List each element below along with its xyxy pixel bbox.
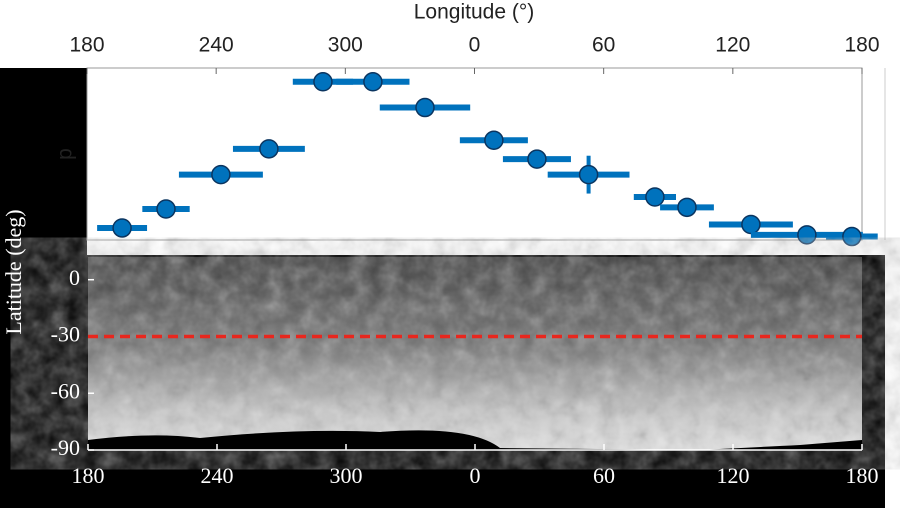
marker [677,197,697,218]
y-tick-label: -90 [51,435,80,460]
x-tick-label: 180 [846,463,879,488]
marker [645,187,665,207]
marker [797,225,817,245]
y-tick-label: 0 [69,265,80,290]
y-axis-label: p [54,148,77,160]
marker [211,164,231,185]
x-tick-label: 300 [328,34,363,57]
y-axis-label: Latitude (deg) [1,209,26,334]
x-tick-label: 0 [470,463,481,488]
y-tick-label: -30 [51,322,80,347]
x-axis-label: Longitude (°) [414,1,534,24]
x-tick-label: 120 [715,34,750,57]
map-shadow [88,430,862,450]
marker [415,97,435,118]
marker [259,139,279,159]
x-tick-label: 120 [717,463,750,488]
map-chart: Latitude (deg) 180 240 300 0 60 120 180 0 -30 -60… [1,209,878,488]
marker [527,149,547,169]
marker [741,214,761,235]
plot-box [86,67,863,241]
marker [578,164,599,185]
marker [112,218,132,238]
y-tick-label: -60 [51,378,80,403]
x-tick-label: 180 [844,34,879,57]
x-tick-label: 240 [199,34,234,57]
marker [484,130,504,150]
profile-chart: Longitude (°) p 180 240 300 0 60 120 180 [54,1,886,247]
marker [313,72,333,92]
x-tick-label: 60 [593,463,615,488]
marker [156,199,176,219]
x-tick-label: 0 [469,34,481,57]
map-texture [88,257,862,450]
x-tick-label: 300 [330,463,363,488]
x-tick-label: 60 [592,34,615,57]
marker [842,226,862,247]
x-tick-label: 180 [69,34,104,57]
x-tick-label: 180 [72,463,105,488]
marker [363,72,383,92]
x-tick-label: 240 [201,463,234,488]
